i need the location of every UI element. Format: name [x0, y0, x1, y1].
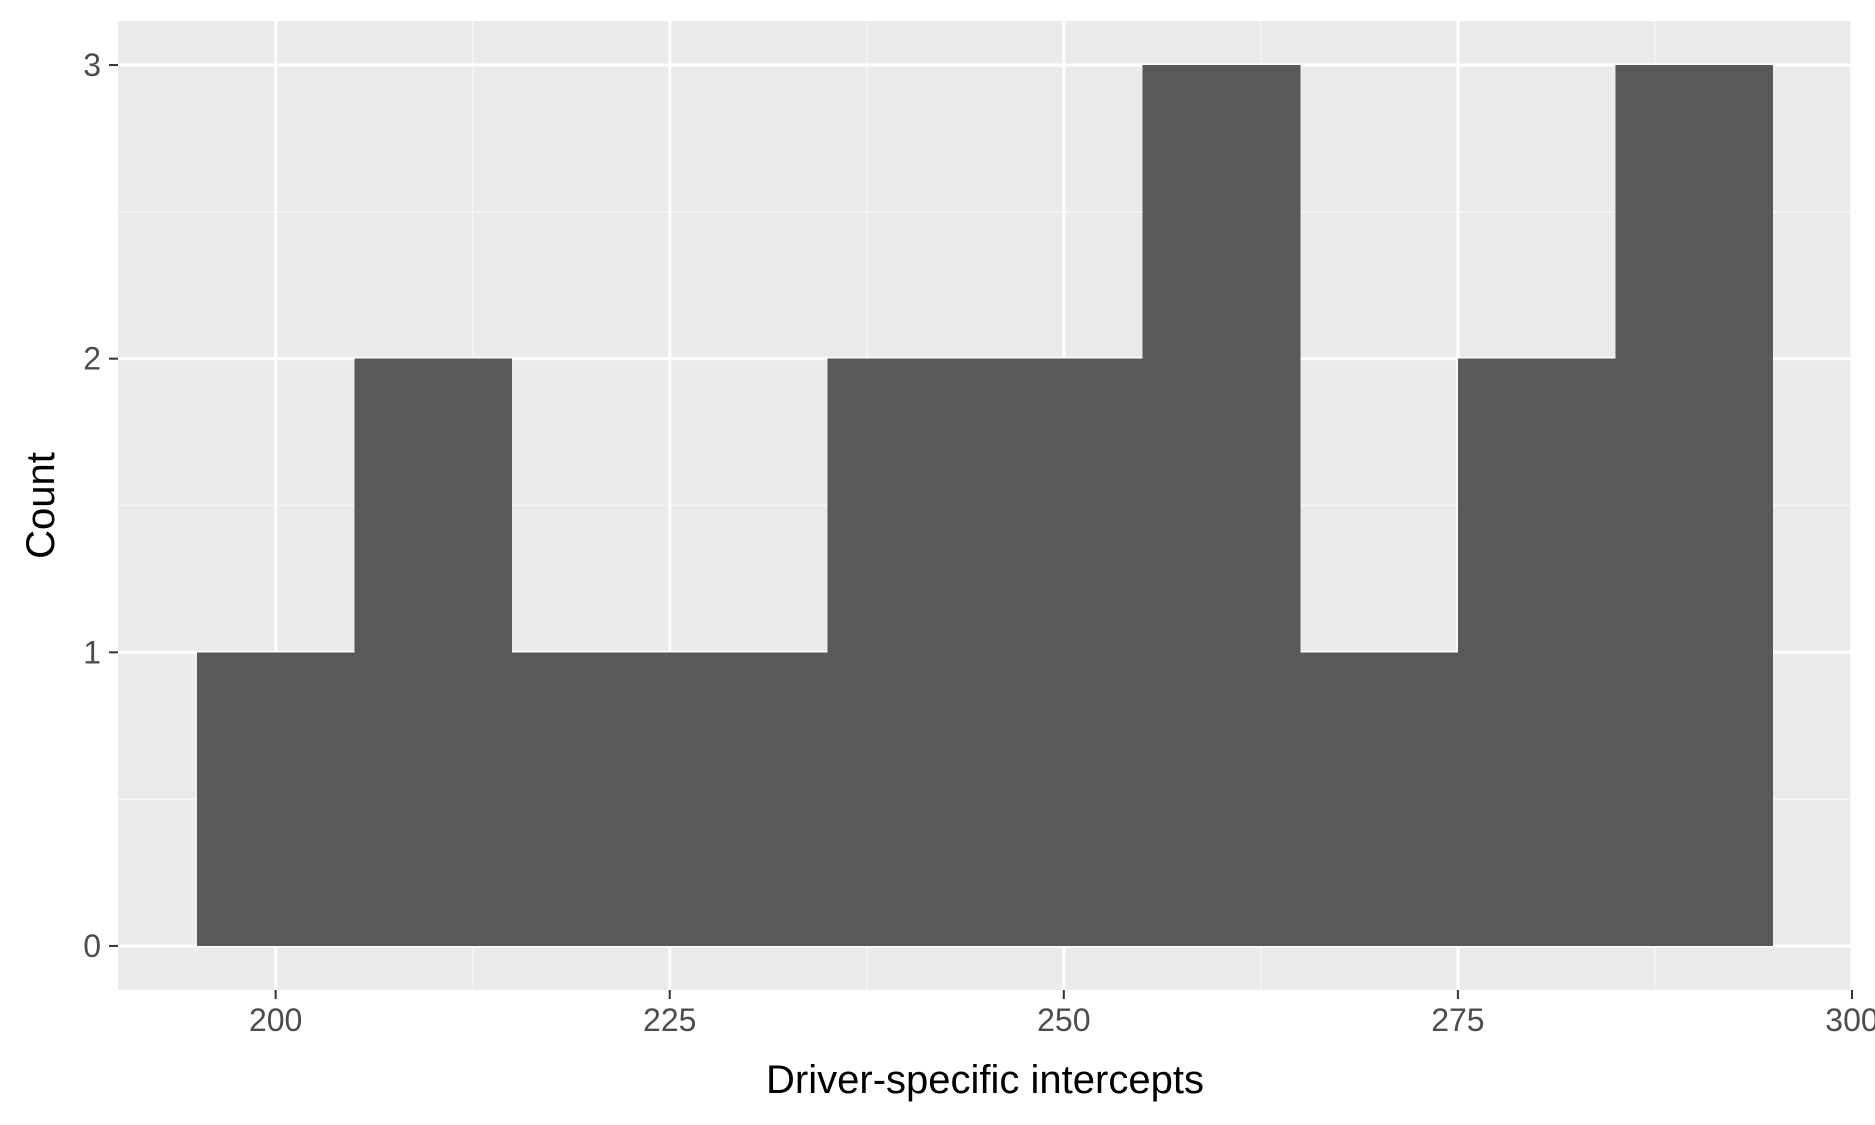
x-axis: 200 225 250 275 300 [249, 990, 1875, 1038]
y-tick-label: 3 [83, 47, 101, 83]
x-tick-label: 275 [1431, 1002, 1484, 1038]
histogram-bar [512, 652, 670, 946]
histogram-bar [354, 358, 513, 946]
histogram-bars [196, 65, 1774, 946]
x-tick-label: 300 [1825, 1002, 1875, 1038]
x-axis-title: Driver-specific intercepts [766, 1058, 1204, 1102]
y-axis-title: Count [19, 452, 63, 559]
y-tick-label: 1 [83, 634, 101, 670]
x-tick-label: 225 [643, 1002, 696, 1038]
histogram-bar [669, 652, 828, 946]
y-axis: 0 1 2 3 [83, 47, 118, 964]
x-tick-label: 200 [249, 1002, 302, 1038]
histogram-bar [1142, 65, 1301, 946]
histogram-bar [1300, 652, 1458, 946]
histogram-bar [1615, 65, 1774, 946]
y-tick-label: 0 [83, 928, 101, 964]
y-tick-label: 2 [83, 341, 101, 377]
histogram-bar [196, 652, 355, 946]
x-tick-label: 250 [1037, 1002, 1090, 1038]
histogram-bar [985, 358, 1143, 946]
histogram-bar [827, 358, 985, 946]
histogram-bar [1457, 358, 1616, 946]
